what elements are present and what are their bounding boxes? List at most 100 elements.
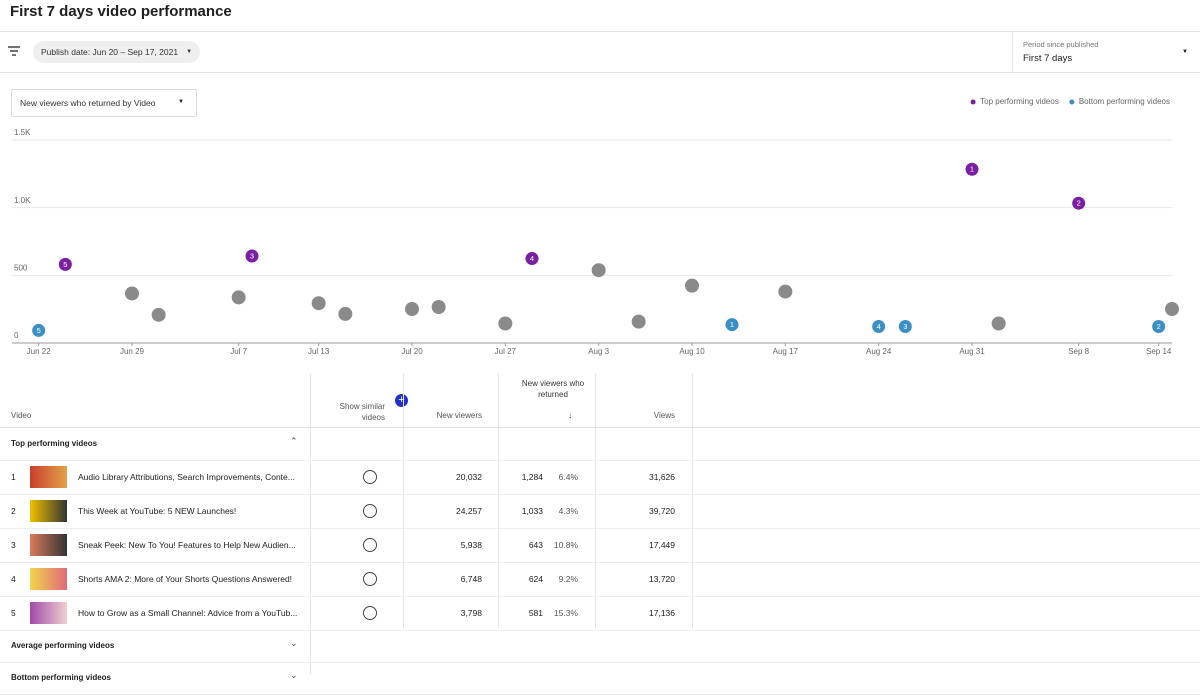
x-tick-label: Aug 3	[588, 347, 609, 356]
rank: 3	[11, 540, 16, 550]
point	[1152, 319, 1166, 333]
point	[125, 286, 139, 301]
point	[151, 307, 166, 322]
point	[431, 300, 446, 315]
point-label: 5	[37, 326, 41, 335]
y-tick-label: 1.0K	[14, 196, 31, 205]
similar-toggle[interactable]	[363, 538, 377, 552]
y-tick-label: 1.5K	[14, 128, 31, 137]
section-title: Average performing videos	[11, 641, 115, 650]
returned-pct: 6.4%	[558, 472, 578, 482]
x-tick-label: Jul 7	[230, 347, 247, 356]
point-label: 5	[63, 260, 67, 269]
returned-pct: 15.3%	[553, 608, 578, 618]
section-title: Bottom performing videos	[11, 673, 112, 682]
point-label: 3	[250, 251, 254, 260]
x-tick-label: Aug 10	[679, 347, 705, 356]
new-viewers: 3,798	[460, 608, 482, 618]
divider	[1012, 32, 1013, 72]
point	[231, 290, 246, 305]
point	[1165, 302, 1179, 317]
returned: 1,284	[521, 472, 543, 482]
column-header: Video	[11, 411, 32, 420]
x-tick-label: Aug 17	[773, 347, 799, 356]
new-viewers: 5,938	[460, 540, 482, 550]
expand-icon: ⌃	[290, 436, 298, 446]
point-label: 2	[1157, 322, 1161, 331]
rank: 2	[11, 506, 16, 516]
rank: 4	[11, 574, 16, 584]
divider	[0, 596, 1200, 597]
returned: 643	[528, 540, 543, 550]
column-header: Views	[653, 411, 675, 420]
divider	[0, 528, 1200, 529]
x-tick-label: Jul 27	[495, 347, 517, 356]
chart: 0 500 1.0K 1.5K Jun 22 Jun 29 Jul 7 Jul 13 Jul 2…	[12, 97, 1179, 356]
column-divider	[692, 373, 693, 628]
similar-toggle[interactable]	[363, 606, 377, 620]
x-tick-label: Jun 29	[120, 347, 145, 356]
similar-toggle[interactable]	[363, 470, 377, 484]
point	[58, 257, 72, 271]
divider	[0, 72, 1200, 73]
x-tick-label: Jun 22	[27, 347, 52, 356]
point	[338, 306, 353, 321]
video-title[interactable]: Shorts AMA 2: More of Your Shorts Questi…	[78, 574, 293, 584]
expand-icon: ⌄	[290, 670, 298, 680]
x-tick-label: Sep 14	[1146, 347, 1172, 356]
point	[872, 319, 886, 333]
column-divider	[498, 373, 499, 628]
views: 13,720	[649, 574, 675, 584]
publish-date-chip[interactable]: Publish date: Jun 20 – Sep 17, 2021 ▼	[33, 41, 201, 63]
rank: 1	[11, 472, 16, 482]
point-label: 1	[970, 165, 974, 174]
returned-pct: 4.3%	[558, 506, 578, 516]
period-select[interactable]: Period since published First 7 days ▼	[1013, 32, 1200, 72]
video-title[interactable]: How to Grow as a Small Channel: Advice f…	[78, 608, 298, 618]
legend-label: Bottom performing videos	[1079, 97, 1170, 106]
period-value: First 7 days	[1023, 53, 1073, 64]
similar-toggle[interactable]	[363, 572, 377, 586]
thumbnail	[30, 534, 67, 556]
column-divider	[310, 373, 311, 628]
expand-icon: ⌄	[290, 638, 298, 648]
page: First 7 days video performance Publish d…	[0, 3, 1200, 695]
y-tick-label: 500	[14, 263, 28, 272]
divider	[0, 31, 1200, 32]
thumbnail	[30, 568, 67, 590]
returned: 581	[528, 608, 543, 618]
point-label: 1	[730, 320, 734, 329]
legend-marker	[1069, 99, 1075, 105]
divider	[0, 460, 1200, 461]
column-divider	[595, 373, 596, 628]
video-title[interactable]: This Week at YouTube: 5 NEW Launches!	[78, 506, 237, 516]
returned-pct: 10.8%	[553, 540, 578, 550]
new-viewers: 24,257	[456, 506, 482, 516]
similar-toggle[interactable]	[363, 504, 377, 518]
x-tick-label: Aug 24	[866, 347, 892, 356]
point	[311, 296, 326, 311]
point-label: 2	[1077, 199, 1081, 208]
y-tick-label: 0	[14, 331, 19, 340]
divider	[0, 427, 1200, 428]
views: 17,449	[649, 540, 675, 550]
filter-icon[interactable]	[5, 42, 25, 62]
video-title[interactable]: Audio Library Attributions, Search Impro…	[78, 472, 295, 482]
video-table: Video Show similar videos + New viewers New …	[0, 373, 1200, 695]
point	[525, 252, 539, 266]
divider	[0, 630, 1200, 631]
divider	[0, 494, 1200, 495]
x-tick-label: Aug 31	[959, 347, 985, 356]
thumbnail	[30, 500, 67, 522]
thumbnail	[30, 602, 67, 624]
views: 17,136	[649, 608, 675, 618]
point	[631, 314, 646, 329]
chip-text: Publish date: Jun 20 – Sep 17, 2021	[41, 47, 179, 57]
column-header: Show similar videos	[339, 402, 385, 422]
add-icon: +	[395, 394, 408, 407]
metric-select[interactable]: New viewers who returned by Video ▼	[11, 89, 197, 117]
metric-text: New viewers who returned by Video	[20, 98, 156, 108]
chip-arrow: ▼	[186, 49, 193, 55]
section-title: Top performing videos	[11, 439, 98, 448]
video-title[interactable]: Sneak Peek: New To You! Features to Help…	[78, 540, 296, 550]
